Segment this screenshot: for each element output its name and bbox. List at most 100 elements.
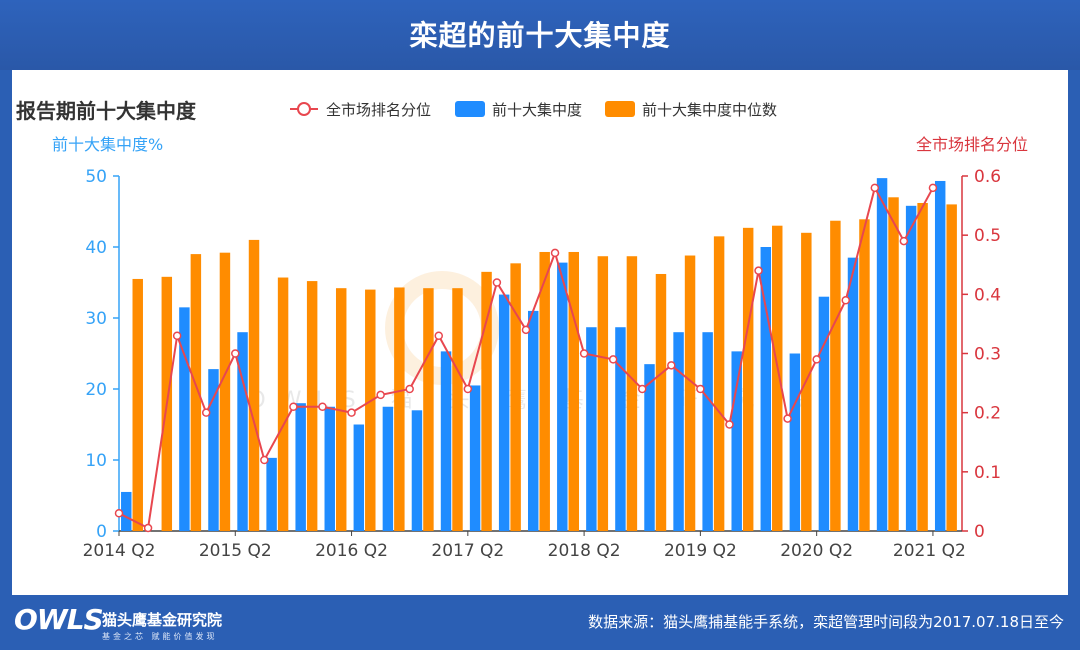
bar-concentration[interactable]	[760, 247, 772, 531]
rank-point[interactable]	[347, 408, 356, 417]
bar-median[interactable]	[830, 220, 841, 532]
legend-item-line[interactable]: 全市场排名分位	[290, 101, 431, 119]
rank-point[interactable]	[550, 248, 560, 258]
bar-median[interactable]	[190, 254, 202, 531]
bar-concentration[interactable]	[498, 294, 510, 531]
bar-median[interactable]	[713, 236, 725, 531]
bar-concentration[interactable]	[382, 406, 394, 531]
left-tick-label: 30	[85, 309, 107, 329]
legend-item-bar-orange[interactable]: 前十大集中度中位数	[605, 101, 777, 119]
bar-median[interactable]	[365, 289, 376, 531]
rank-point[interactable]	[812, 355, 821, 364]
rank-point[interactable]	[870, 183, 880, 193]
bar-concentration[interactable]	[847, 257, 859, 531]
bar-median[interactable]	[626, 256, 638, 531]
rank-point[interactable]	[172, 331, 182, 340]
chart: OWLS 猫 头 鹰 基 金 研 究 院 报告期前十大集中度 前十大集中度% 全…	[16, 99, 1028, 561]
rank-point[interactable]	[637, 384, 647, 394]
legend-item-bar-blue[interactable]: 前十大集中度	[455, 101, 582, 119]
rank-point[interactable]	[492, 278, 502, 287]
rank-point[interactable]	[376, 390, 385, 400]
bar-concentration[interactable]	[324, 406, 335, 531]
right-axis-title: 全市场排名分位	[916, 135, 1028, 154]
bar-concentration[interactable]	[702, 332, 713, 531]
axes: 0 10 20 30 40 50 0 0.1 0.2 0.3 0.4 0.5 0.6 2014 Q2 201…	[83, 167, 1001, 561]
right-tick-label: 0.5	[974, 226, 1001, 246]
bar-concentration[interactable]	[818, 296, 830, 531]
rank-point[interactable]	[928, 183, 938, 193]
bar-concentration[interactable]	[295, 403, 306, 531]
bar-median[interactable]	[219, 252, 231, 531]
rank-point[interactable]	[608, 355, 618, 364]
bar-concentration[interactable]	[789, 353, 801, 532]
bar-concentration[interactable]	[440, 351, 452, 531]
bar-median[interactable]	[946, 204, 957, 531]
bar-concentration[interactable]	[557, 262, 568, 531]
bar-median[interactable]	[568, 251, 579, 531]
bar-concentration[interactable]	[411, 410, 423, 531]
bars	[121, 178, 957, 532]
bar-concentration[interactable]	[934, 180, 946, 531]
bar-concentration[interactable]	[266, 457, 277, 531]
bar-median[interactable]	[684, 255, 696, 531]
bar-concentration[interactable]	[237, 332, 248, 531]
bar-median[interactable]	[510, 263, 521, 531]
bar-concentration[interactable]	[353, 424, 365, 532]
rank-point[interactable]	[289, 402, 298, 411]
bar-median[interactable]	[772, 225, 783, 531]
bar-median[interactable]	[132, 278, 143, 531]
x-tick-label: 2016 Q2	[315, 541, 388, 561]
rank-point[interactable]	[463, 384, 473, 394]
rank-point[interactable]	[783, 414, 792, 423]
bar-concentration[interactable]	[644, 364, 655, 531]
bar-median[interactable]	[248, 239, 260, 531]
footer: OWLS 猫头鹰基金研究院 基金之芯 赋能价值发现 数据来源：猫头鹰捕基能手系统…	[0, 595, 1080, 650]
bar-median[interactable]	[655, 273, 667, 531]
rank-point[interactable]	[434, 331, 444, 340]
bar-concentration[interactable]	[586, 327, 597, 531]
bar-concentration[interactable]	[179, 307, 190, 531]
right-tick-label: 0.6	[974, 167, 1001, 187]
bar-median[interactable]	[597, 256, 609, 531]
rank-point[interactable]	[899, 236, 909, 246]
bar-concentration[interactable]	[905, 205, 917, 531]
rank-point[interactable]	[696, 384, 705, 394]
bar-concentration[interactable]	[208, 369, 219, 531]
rank-point[interactable]	[579, 349, 589, 358]
bar-median[interactable]	[742, 227, 754, 531]
bar-median[interactable]	[277, 277, 289, 531]
bar-median[interactable]	[452, 288, 463, 531]
rank-point[interactable]	[754, 266, 763, 275]
bar-median[interactable]	[423, 288, 434, 531]
data-source-note: 数据来源：猫头鹰捕基能手系统，栾超管理时间段为2017.07.18日至今	[588, 613, 1064, 631]
bar-concentration[interactable]	[121, 491, 132, 531]
bar-median[interactable]	[481, 271, 492, 531]
rank-point[interactable]	[318, 402, 327, 411]
bar-concentration[interactable]	[673, 332, 684, 531]
rank-point[interactable]	[521, 325, 531, 335]
bar-concentration[interactable]	[731, 351, 742, 531]
bar-concentration[interactable]	[469, 385, 481, 531]
bar-median[interactable]	[394, 287, 405, 531]
rank-line	[114, 183, 938, 533]
rank-point[interactable]	[260, 455, 269, 465]
x-tick-label: 2015 Q2	[199, 541, 272, 561]
left-tick-label: 50	[85, 167, 107, 187]
rank-point[interactable]	[114, 509, 124, 518]
rank-point[interactable]	[725, 420, 734, 429]
bar-concentration[interactable]	[615, 327, 626, 531]
rank-point[interactable]	[231, 349, 240, 358]
bar-concentration[interactable]	[876, 178, 888, 531]
rank-point[interactable]	[405, 384, 414, 394]
bar-median[interactable]	[888, 197, 899, 532]
right-tick-label: 0.3	[974, 345, 1001, 365]
bar-concentration[interactable]	[528, 310, 539, 531]
bar-median[interactable]	[917, 202, 928, 532]
header-banner: 栾超的前十大集中度	[0, 0, 1080, 70]
bar-median[interactable]	[859, 219, 870, 531]
rank-point[interactable]	[667, 361, 676, 370]
rank-point[interactable]	[201, 408, 211, 417]
rank-point[interactable]	[143, 523, 153, 533]
rank-point[interactable]	[841, 296, 850, 305]
bar-median[interactable]	[539, 251, 550, 531]
